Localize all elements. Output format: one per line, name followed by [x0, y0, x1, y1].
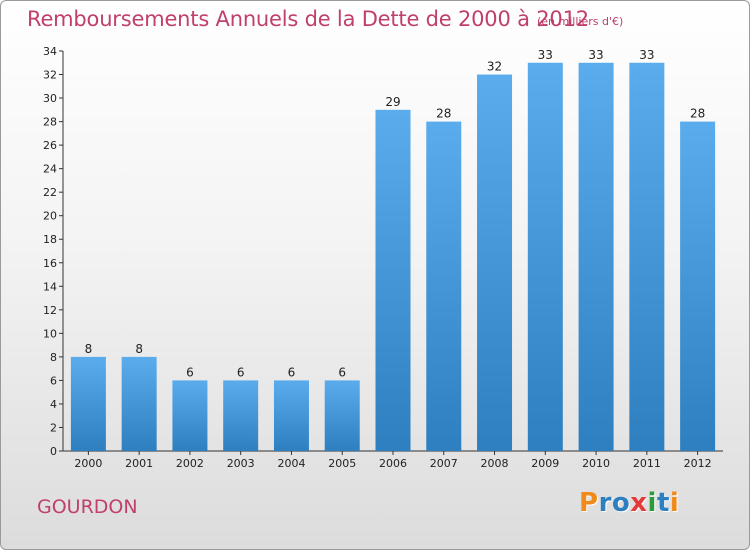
bar-2011 [629, 62, 665, 451]
x-tick-label: 2012 [684, 457, 712, 470]
y-tick-label: 22 [43, 186, 57, 199]
x-tick-label: 2008 [481, 457, 509, 470]
y-tick-label: 26 [43, 139, 57, 152]
y-tick-label: 18 [43, 233, 57, 246]
data-label: 33 [588, 48, 603, 62]
data-label: 8 [135, 342, 143, 356]
chart-title: Remboursements Annuels de la Dette de 20… [27, 7, 589, 31]
commune-name: GOURDON [37, 496, 138, 518]
bar-2001 [121, 356, 157, 451]
data-label: 6 [338, 365, 346, 379]
y-tick-label: 0 [50, 445, 57, 458]
bar-2010 [578, 62, 614, 451]
bar-2006 [375, 109, 411, 451]
y-tick-label: 4 [50, 398, 57, 411]
bar-2004 [273, 380, 309, 451]
y-tick-label: 24 [43, 163, 57, 176]
bar-2002 [172, 380, 208, 451]
data-label: 33 [538, 48, 553, 62]
bar-2000 [70, 356, 106, 451]
logo-letter: o [611, 488, 631, 518]
y-tick-label: 2 [50, 421, 57, 434]
data-label: 6 [237, 365, 245, 379]
bar-2008 [477, 74, 513, 451]
x-tick-label: 2000 [74, 457, 102, 470]
y-tick-label: 10 [43, 327, 57, 340]
data-label: 6 [186, 365, 194, 379]
x-tick-label: 2003 [227, 457, 255, 470]
proxiti-logo: Proxiti [579, 488, 679, 518]
bar-2003 [223, 380, 259, 451]
y-tick-label: 6 [50, 374, 57, 387]
x-tick-label: 2004 [277, 457, 305, 470]
x-tick-label: 2006 [379, 457, 407, 470]
y-tick-label: 14 [43, 280, 57, 293]
data-label: 8 [85, 342, 93, 356]
y-tick-label: 12 [43, 304, 57, 317]
x-tick-label: 2001 [125, 457, 153, 470]
data-label: 28 [436, 107, 451, 121]
y-tick-label: 20 [43, 210, 57, 223]
bar-2007 [426, 121, 462, 452]
x-tick-label: 2002 [176, 457, 204, 470]
logo-letter: r [598, 488, 612, 518]
logo-letter: x [630, 488, 648, 518]
bar-2005 [324, 380, 360, 451]
bars: 8 8 6 6 6 6 29 28 32 33 33 33 28 [70, 48, 716, 452]
unit-note: (en milliers d'€) [537, 15, 624, 28]
data-label: 28 [690, 107, 705, 121]
y-tick-label: 28 [43, 116, 57, 129]
data-label: 33 [639, 48, 654, 62]
y-tick-label: 34 [43, 45, 57, 58]
x-tick-label: 2005 [328, 457, 356, 470]
x-tick-label: 2010 [582, 457, 610, 470]
logo-letter: t [656, 488, 670, 518]
data-label: 29 [385, 95, 400, 109]
x-tick-label: 2007 [430, 457, 458, 470]
y-tick-label: 8 [50, 351, 57, 364]
bar-2012 [680, 121, 716, 452]
data-label: 6 [288, 365, 296, 379]
y-tick-label: 30 [43, 92, 57, 105]
y-tick-label: 32 [43, 69, 57, 82]
bar-2009 [527, 62, 563, 451]
logo-letter: P [579, 488, 599, 518]
logo-letter: i [669, 488, 680, 518]
data-label: 32 [487, 60, 502, 74]
y-tick-label: 16 [43, 257, 57, 270]
logo-letter: i [647, 488, 657, 518]
x-tick-label: 2011 [633, 457, 661, 470]
x-tick-label: 2009 [531, 457, 559, 470]
